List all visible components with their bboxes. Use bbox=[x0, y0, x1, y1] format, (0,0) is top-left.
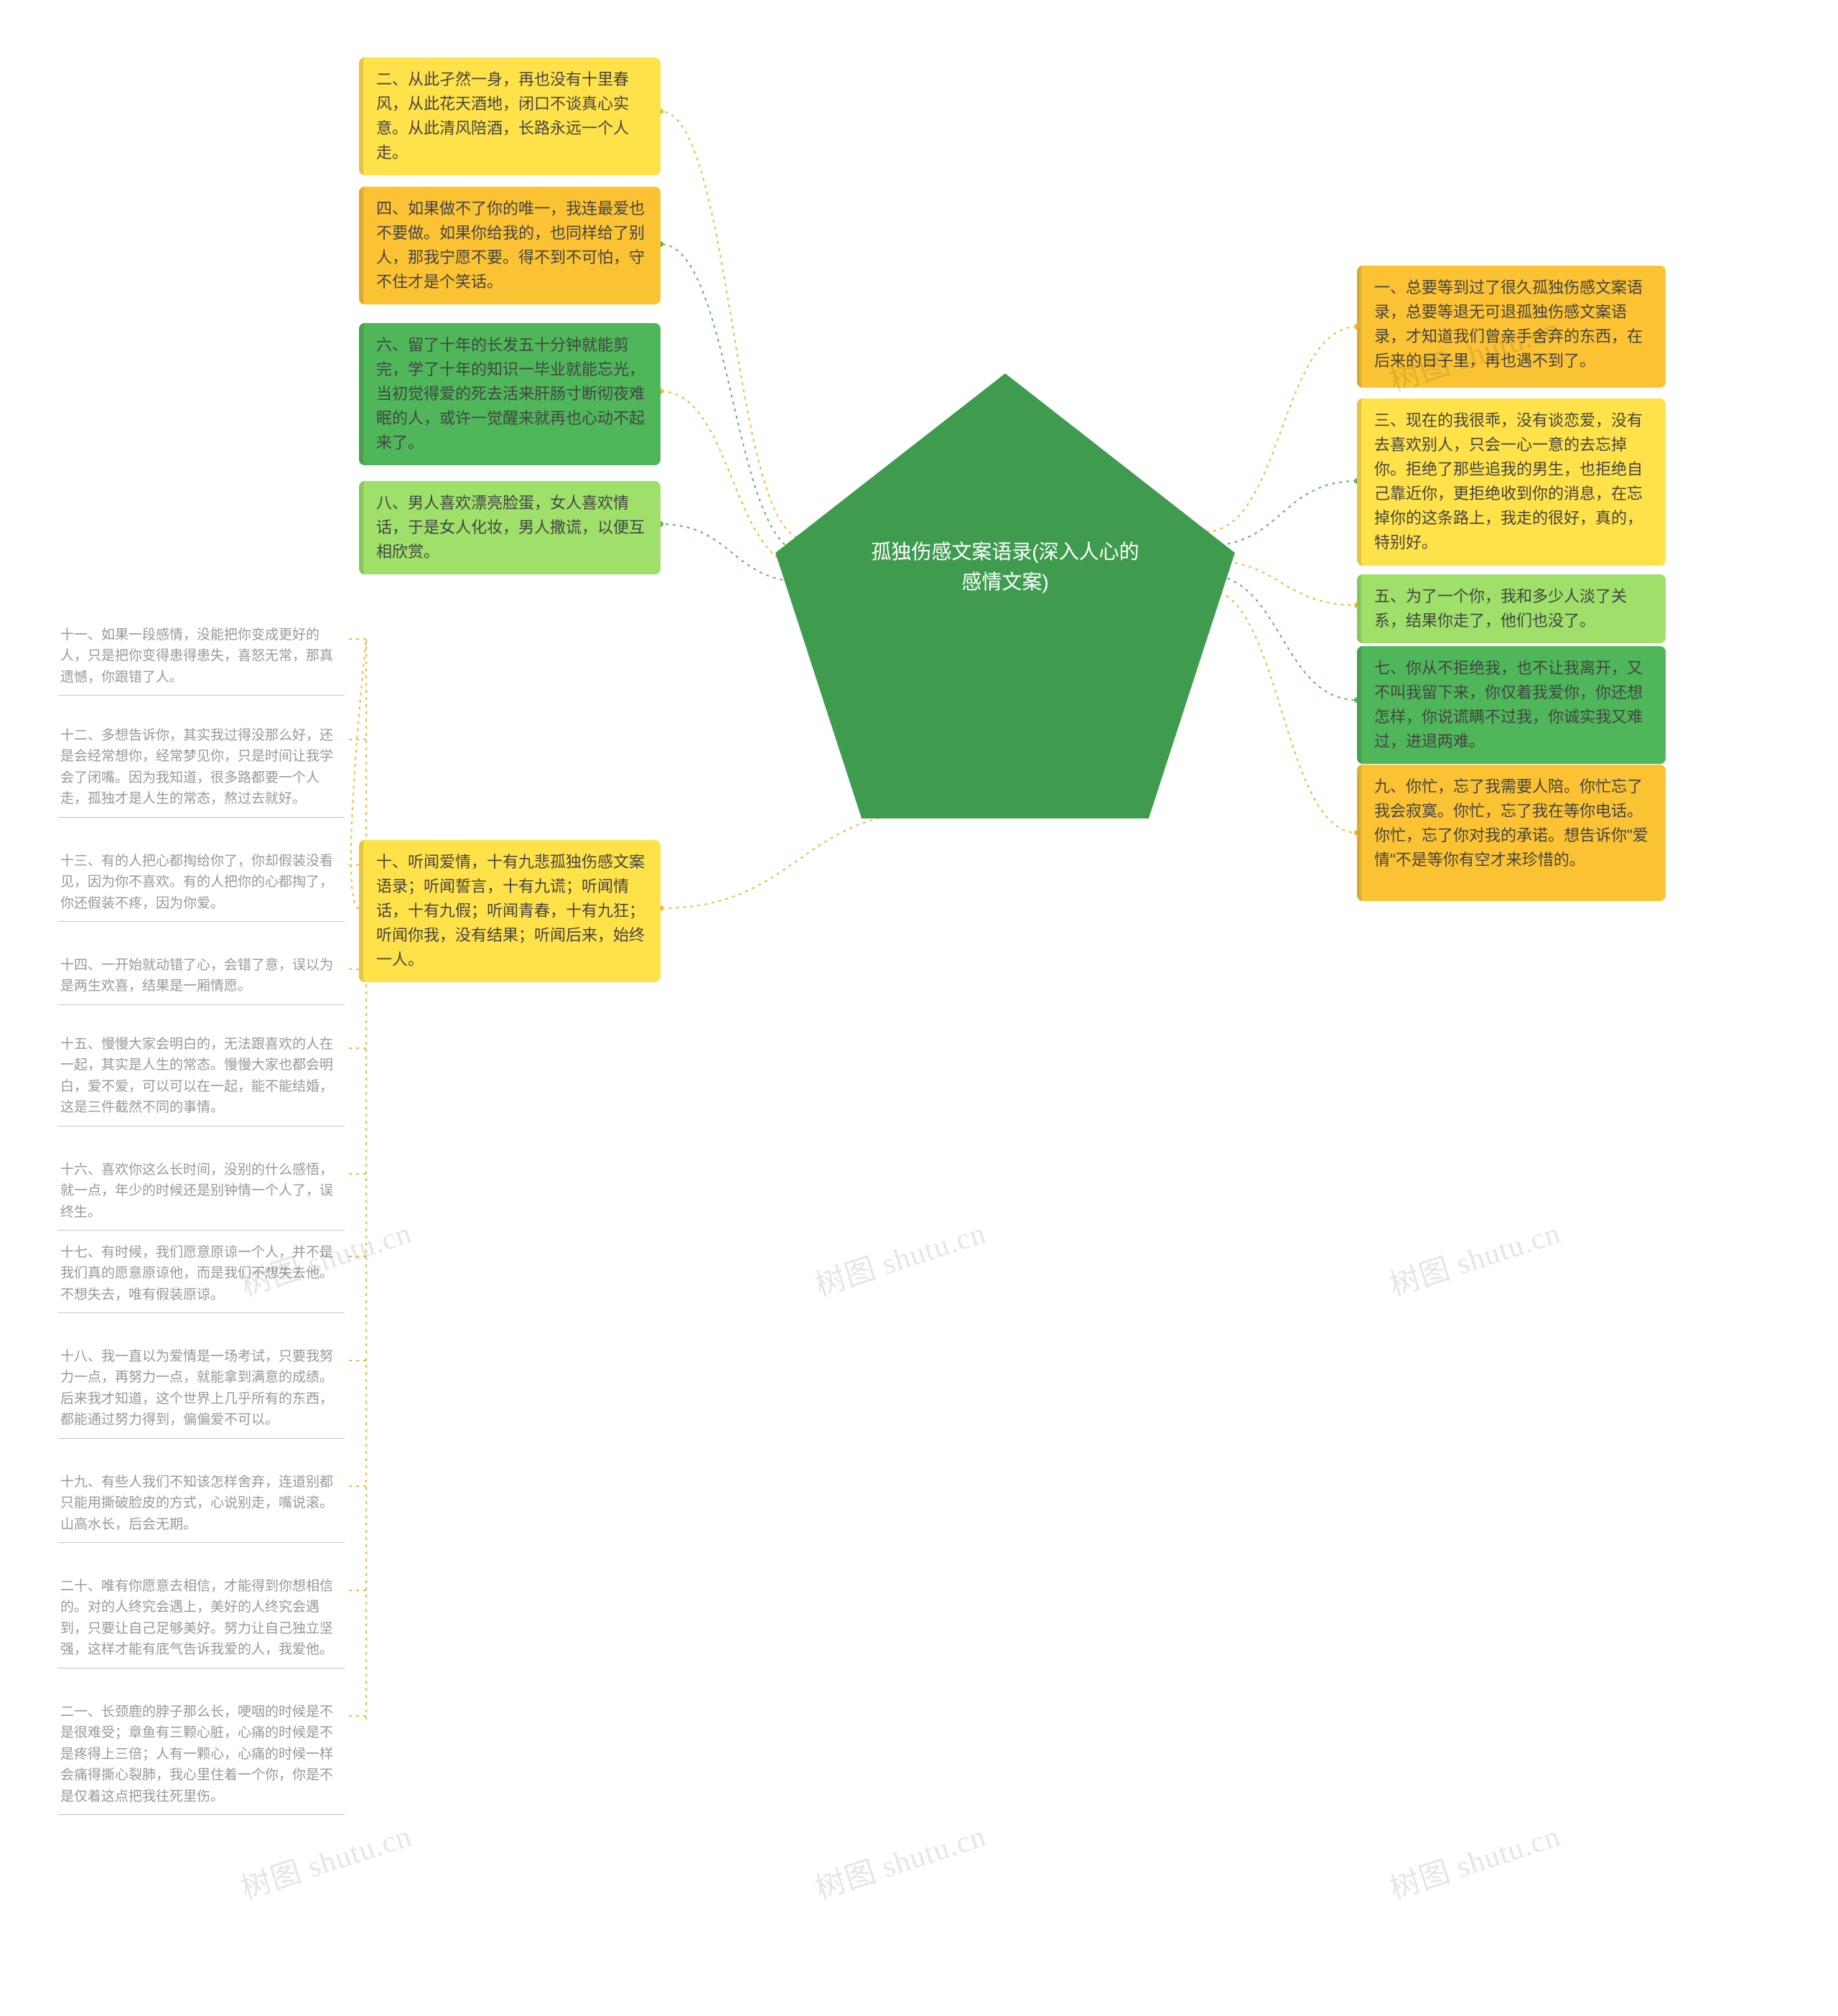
watermark: 树图 shutu.cn bbox=[1384, 1208, 1565, 1305]
leaf-node[interactable]: 十一、如果一段感情，没能把你变成更好的人，只是把你变得患得患失，喜怒无常，那真遗… bbox=[57, 617, 345, 696]
branch-node[interactable]: 五、为了一个你，我和多少人淡了关系，结果你走了，他们也没了。 bbox=[1357, 574, 1666, 643]
watermark: 树图 shutu.cn bbox=[809, 1811, 991, 1908]
watermark: 树图 shutu.cn bbox=[809, 1208, 991, 1305]
leaf-node-text: 十七、有时候，我们愿意原谅一个人，并不是我们真的愿意原谅他，而是我们不想失去他。… bbox=[60, 1245, 333, 1302]
leaf-node-text: 十二、多想告诉你，其实我过得没那么好，还是会经常想你，经常梦见你，只是时间让我学… bbox=[60, 728, 333, 806]
branch-node-text: 一、总要等到过了很久孤独伤感文案语录，总要等退无可退孤独伤感文案语录，才知道我们… bbox=[1374, 279, 1643, 370]
branch-node-text: 二、从此孑然一身，再也没有十里春风，从此花天酒地，闭口不谈真心实意。从此清风陪酒… bbox=[376, 70, 629, 162]
watermark: 树图 shutu.cn bbox=[235, 1811, 416, 1908]
branch-node[interactable]: 一、总要等到过了很久孤独伤感文案语录，总要等退无可退孤独伤感文案语录，才知道我们… bbox=[1357, 266, 1666, 388]
central-topic-label: 孤独伤感文案语录(深入人心的感情文案) bbox=[775, 373, 1235, 818]
leaf-node-text: 十八、我一直以为爱情是一场考试，只要我努力一点，再努力一点，就能拿到满意的成绩。… bbox=[60, 1349, 333, 1427]
leaf-node[interactable]: 二十、唯有你愿意去相信，才能得到你想相信的。对的人终究会遇上，美好的人终究会遇到… bbox=[57, 1569, 345, 1669]
branch-node[interactable]: 十、听闻爱情，十有九悲孤独伤感文案语录；听闻誓言，十有九谎；听闻情话，十有九假；… bbox=[359, 840, 661, 982]
leaf-node-text: 十六、喜欢你这么长时间，没别的什么感悟，就一点，年少的时候还是别钟情一个人了，误… bbox=[60, 1162, 333, 1220]
leaf-node-text: 十九、有些人我们不知该怎样舍弃，连道别都只能用撕破脸皮的方式，心说别走，嘴说滚。… bbox=[60, 1475, 333, 1532]
branch-node[interactable]: 九、你忙，忘了我需要人陪。你忙忘了我会寂寞。你忙，忘了我在等你电话。你忙，忘了你… bbox=[1357, 765, 1666, 901]
leaf-node[interactable]: 十五、慢慢大家会明白的，无法跟喜欢的人在一起，其实是人生的常态。慢慢大家也都会明… bbox=[57, 1027, 345, 1126]
branch-node[interactable]: 二、从此孑然一身，再也没有十里春风，从此花天酒地，闭口不谈真心实意。从此清风陪酒… bbox=[359, 57, 661, 175]
branch-node[interactable]: 七、你从不拒绝我，也不让我离开，又不叫我留下来，你仅着我爱你，你还想怎样，你说谎… bbox=[1357, 646, 1666, 764]
leaf-node[interactable]: 十三、有的人把心都掏给你了，你却假装没看见，因为你不喜欢。有的人把你的心都掏了，… bbox=[57, 844, 345, 922]
watermark: 树图 shutu.cn bbox=[1384, 1811, 1565, 1908]
leaf-node[interactable]: 十四、一开始就动错了心，会错了意，误以为是两生欢喜，结果是一厢情愿。 bbox=[57, 948, 345, 1005]
branch-node-text: 九、你忙，忘了我需要人陪。你忙忘了我会寂寞。你忙，忘了我在等你电话。你忙，忘了你… bbox=[1374, 778, 1648, 869]
leaf-node-text: 十一、如果一段感情，没能把你变成更好的人，只是把你变得患得患失，喜怒无常，那真遗… bbox=[60, 627, 333, 685]
branch-node-text: 十、听闻爱情，十有九悲孤独伤感文案语录；听闻誓言，十有九谎；听闻情话，十有九假；… bbox=[376, 853, 645, 969]
branch-node-text: 八、男人喜欢漂亮脸蛋，女人喜欢情话，于是女人化妆，男人撒谎，以便互相欣赏。 bbox=[376, 494, 645, 561]
leaf-node-text: 十三、有的人把心都掏给你了，你却假装没看见，因为你不喜欢。有的人把你的心都掏了，… bbox=[60, 854, 333, 911]
branch-node[interactable]: 八、男人喜欢漂亮脸蛋，女人喜欢情话，于是女人化妆，男人撒谎，以便互相欣赏。 bbox=[359, 481, 661, 574]
leaf-node-text: 十五、慢慢大家会明白的，无法跟喜欢的人在一起，其实是人生的常态。慢慢大家也都会明… bbox=[60, 1037, 333, 1115]
branch-node[interactable]: 四、如果做不了你的唯一，我连最爱也不要做。如果你给我的，也同样给了别人，那我宁愿… bbox=[359, 187, 661, 304]
leaf-node-text: 二一、长颈鹿的脖子那么长，哽咽的时候是不是很难受；章鱼有三颗心脏，心痛的时候是不… bbox=[60, 1704, 333, 1804]
leaf-node[interactable]: 十二、多想告诉你，其实我过得没那么好，还是会经常想你，经常梦见你，只是时间让我学… bbox=[57, 718, 345, 818]
branch-node[interactable]: 三、现在的我很乖，没有谈恋爱，没有去喜欢别人，只会一心一意的去忘掉你。拒绝了那些… bbox=[1357, 398, 1666, 566]
branch-node-text: 六、留了十年的长发五十分钟就能剪完，学了十年的知识一毕业就能忘光，当初觉得爱的死… bbox=[376, 336, 645, 452]
leaf-node[interactable]: 二一、长颈鹿的脖子那么长，哽咽的时候是不是很难受；章鱼有三颗心脏，心痛的时候是不… bbox=[57, 1694, 345, 1815]
leaf-node[interactable]: 十九、有些人我们不知该怎样舍弃，连道别都只能用撕破脸皮的方式，心说别走，嘴说滚。… bbox=[57, 1465, 345, 1543]
leaf-node[interactable]: 十七、有时候，我们愿意原谅一个人，并不是我们真的愿意原谅他，而是我们不想失去他。… bbox=[57, 1235, 345, 1313]
mindmap-canvas: 孤独伤感文案语录(深入人心的感情文案) 一、总要等到过了很久孤独伤感文案语录，总… bbox=[0, 0, 1838, 2016]
branch-node-text: 五、为了一个你，我和多少人淡了关系，结果你走了，他们也没了。 bbox=[1374, 587, 1627, 630]
leaf-node[interactable]: 十八、我一直以为爱情是一场考试，只要我努力一点，再努力一点，就能拿到满意的成绩。… bbox=[57, 1339, 345, 1439]
branch-node-text: 四、如果做不了你的唯一，我连最爱也不要做。如果你给我的，也同样给了别人，那我宁愿… bbox=[376, 200, 645, 291]
central-topic[interactable]: 孤独伤感文案语录(深入人心的感情文案) bbox=[775, 373, 1235, 818]
branch-node-text: 三、现在的我很乖，没有谈恋爱，没有去喜欢别人，只会一心一意的去忘掉你。拒绝了那些… bbox=[1374, 411, 1643, 551]
leaf-node[interactable]: 十六、喜欢你这么长时间，没别的什么感悟，就一点，年少的时候还是别钟情一个人了，误… bbox=[57, 1152, 345, 1231]
branch-node-text: 七、你从不拒绝我，也不让我离开，又不叫我留下来，你仅着我爱你，你还想怎样，你说谎… bbox=[1374, 659, 1643, 750]
leaf-node-text: 十四、一开始就动错了心，会错了意，误以为是两生欢喜，结果是一厢情愿。 bbox=[60, 958, 333, 994]
branch-node[interactable]: 六、留了十年的长发五十分钟就能剪完，学了十年的知识一毕业就能忘光，当初觉得爱的死… bbox=[359, 323, 661, 465]
leaf-node-text: 二十、唯有你愿意去相信，才能得到你想相信的。对的人终究会遇上，美好的人终究会遇到… bbox=[60, 1579, 333, 1657]
